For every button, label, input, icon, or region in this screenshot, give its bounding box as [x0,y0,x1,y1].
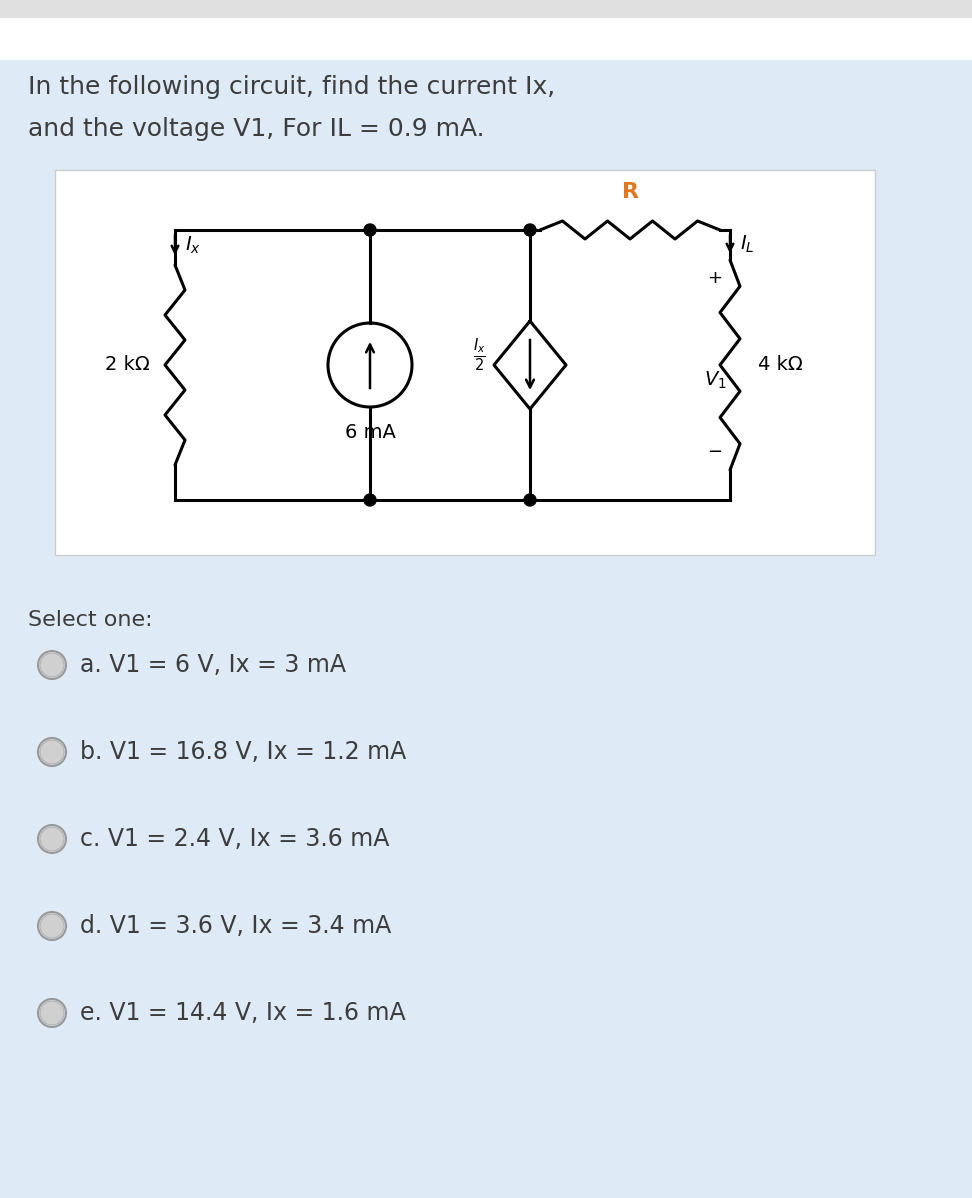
Text: e. V1 = 14.4 V, Ix = 1.6 mA: e. V1 = 14.4 V, Ix = 1.6 mA [80,1002,405,1025]
Text: $I_L$: $I_L$ [740,234,754,255]
Text: In the following circuit, find the current Ix,: In the following circuit, find the curre… [28,75,555,99]
Text: +: + [708,270,722,288]
Bar [0,0,972,18]
Text: Select one:: Select one: [28,610,153,630]
Circle shape [40,827,64,851]
Text: c. V1 = 2.4 V, Ix = 3.6 mA: c. V1 = 2.4 V, Ix = 3.6 mA [80,827,390,851]
Text: 2 kΩ: 2 kΩ [105,356,150,375]
Circle shape [364,494,376,506]
Text: $V_1$: $V_1$ [704,369,726,391]
Text: $I_x$: $I_x$ [185,235,201,255]
Circle shape [40,914,64,938]
Text: $\frac{I_x}{2}$: $\frac{I_x}{2}$ [473,337,486,374]
FancyBboxPatch shape [55,170,875,555]
Circle shape [524,224,536,236]
Circle shape [40,653,64,677]
Text: −: − [708,443,722,461]
Circle shape [40,1002,64,1025]
Bar [0,18,972,60]
Text: 4 kΩ: 4 kΩ [757,356,802,375]
Circle shape [524,494,536,506]
Text: d. V1 = 3.6 V, Ix = 3.4 mA: d. V1 = 3.6 V, Ix = 3.4 mA [80,914,392,938]
Text: b. V1 = 16.8 V, Ix = 1.2 mA: b. V1 = 16.8 V, Ix = 1.2 mA [80,740,406,764]
Text: a. V1 = 6 V, Ix = 3 mA: a. V1 = 6 V, Ix = 3 mA [80,653,346,677]
Text: 6 mA: 6 mA [344,423,396,442]
Circle shape [364,224,376,236]
Text: R: R [621,182,639,202]
Circle shape [40,740,64,764]
Text: and the voltage V1, For IL = 0.9 mA.: and the voltage V1, For IL = 0.9 mA. [28,117,485,141]
